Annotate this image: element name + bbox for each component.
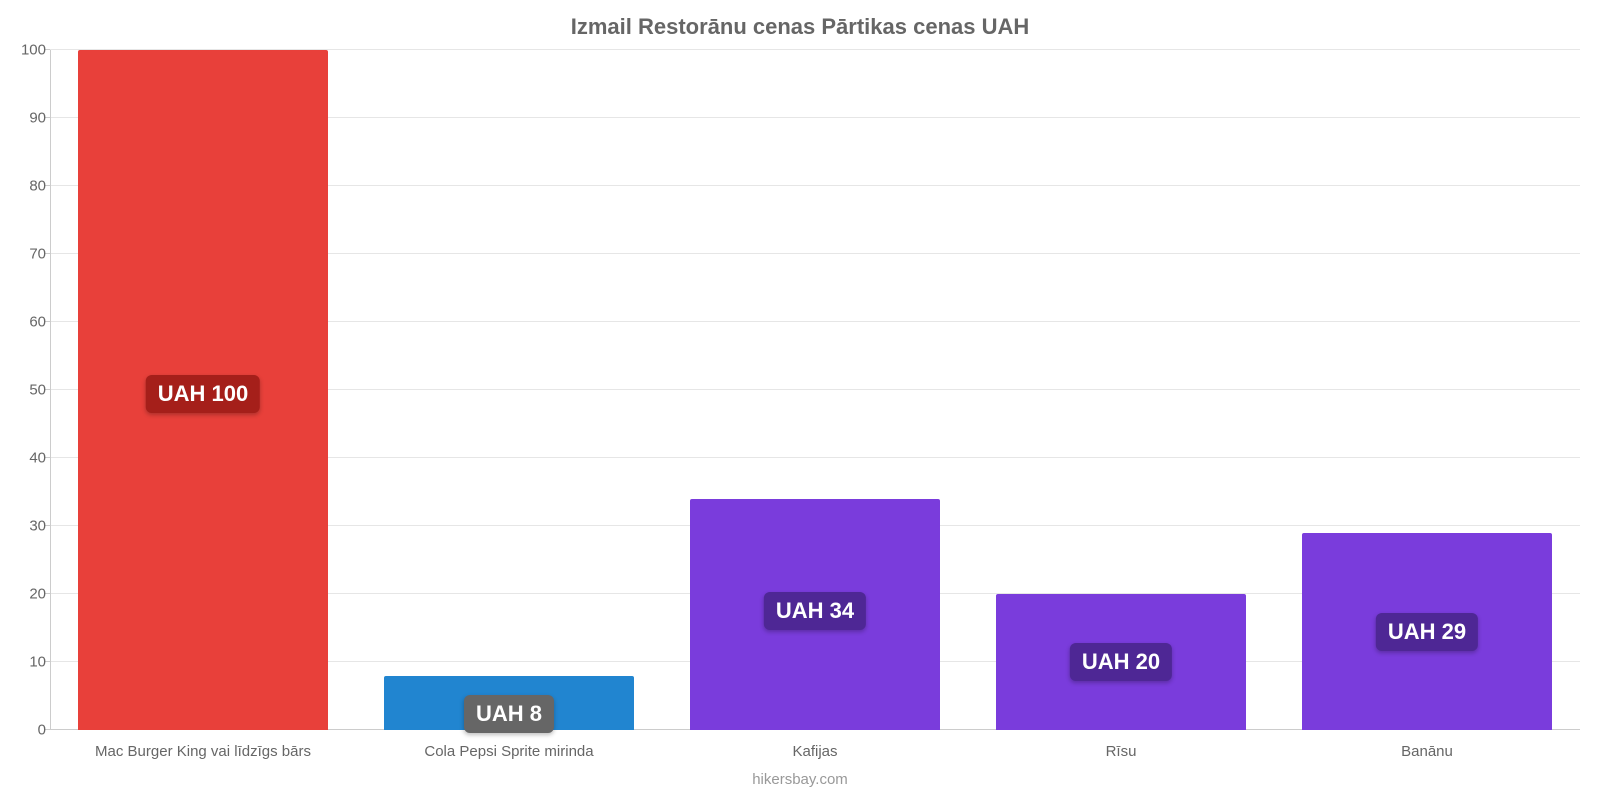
x-axis-label: Rīsu [968,743,1274,760]
y-tick-label: 30 [6,518,46,535]
x-axis-labels: Mac Burger King vai līdzīgs bārsCola Pep… [50,743,1580,760]
y-tick-label: 10 [6,654,46,671]
value-badge: UAH 8 [464,695,554,733]
bar-slot: UAH 100 [50,50,356,730]
bar: UAH 100 [78,50,329,730]
bar: UAH 29 [1302,533,1553,730]
bar-slot: UAH 8 [356,50,662,730]
y-tick-label: 60 [6,314,46,331]
bar: UAH 8 [384,676,635,730]
x-axis-label: Banānu [1274,743,1580,760]
y-tick-label: 90 [6,110,46,127]
bar: UAH 34 [690,499,941,730]
x-axis-label: Cola Pepsi Sprite mirinda [356,743,662,760]
value-badge: UAH 20 [1070,643,1172,681]
bar-slot: UAH 20 [968,50,1274,730]
bar-slot: UAH 34 [662,50,968,730]
chart-footer: hikersbay.com [0,771,1600,788]
x-axis-label: Kafijas [662,743,968,760]
value-badge: UAH 29 [1376,613,1478,651]
y-tick-label: 80 [6,178,46,195]
y-tick-label: 40 [6,450,46,467]
value-badge: UAH 100 [146,375,260,413]
price-bar-chart: Izmail Restorānu cenas Pārtikas cenas UA… [0,0,1600,800]
y-tick-label: 100 [6,42,46,59]
chart-title: Izmail Restorānu cenas Pārtikas cenas UA… [0,0,1600,40]
bars-container: UAH 100 UAH 8 UAH 34 UAH 20 UAH 29 [50,50,1580,730]
y-tick-label: 70 [6,246,46,263]
value-badge: UAH 34 [764,592,866,630]
y-tick-label: 50 [6,382,46,399]
bar-slot: UAH 29 [1274,50,1580,730]
bar: UAH 20 [996,594,1247,730]
plot-area: 0102030405060708090100UAH 100UAH 8UAH 34… [50,50,1580,730]
x-axis-label: Mac Burger King vai līdzīgs bārs [50,743,356,760]
y-tick-label: 0 [6,722,46,739]
y-tick-label: 20 [6,586,46,603]
